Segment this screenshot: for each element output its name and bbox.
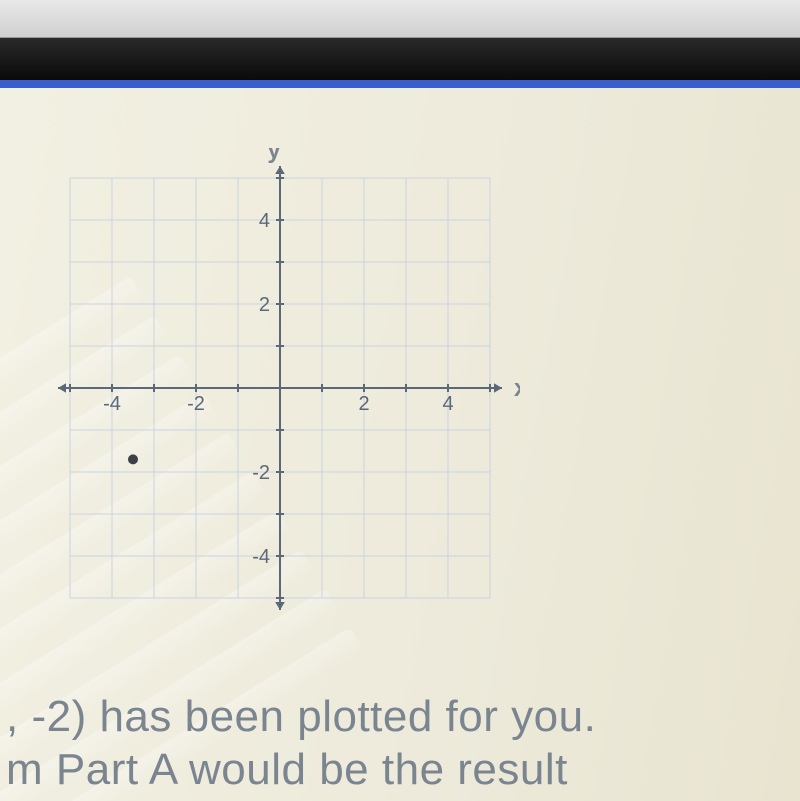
svg-text:4: 4: [442, 393, 453, 415]
window-titlebar: [0, 0, 800, 38]
svg-text:2: 2: [358, 393, 369, 415]
content-area: -4 -2 2 4 -4 -2 2 4 x y , -2) has been plotted fo…: [0, 88, 800, 801]
svg-text:-2: -2: [187, 393, 205, 415]
window-blackbar: [0, 38, 800, 80]
svg-text:x: x: [514, 375, 520, 402]
svg-text:-4: -4: [252, 546, 270, 568]
chart-svg: -4 -2 2 4 -4 -2 2 4 x y: [40, 148, 520, 628]
svg-text:4: 4: [259, 210, 270, 232]
svg-text:2: 2: [259, 294, 270, 316]
question-caption: , -2) has been plotted for you. m Part A…: [0, 691, 800, 797]
window-bluebar: [0, 80, 800, 88]
caption-line1: , -2) has been plotted for you.: [6, 692, 596, 741]
svg-text:-2: -2: [252, 462, 270, 484]
coordinate-plane: -4 -2 2 4 -4 -2 2 4 x y: [40, 148, 520, 628]
svg-text:y: y: [267, 148, 281, 164]
caption-line2: m Part A would be the result: [6, 745, 568, 794]
svg-text:-4: -4: [103, 393, 121, 415]
